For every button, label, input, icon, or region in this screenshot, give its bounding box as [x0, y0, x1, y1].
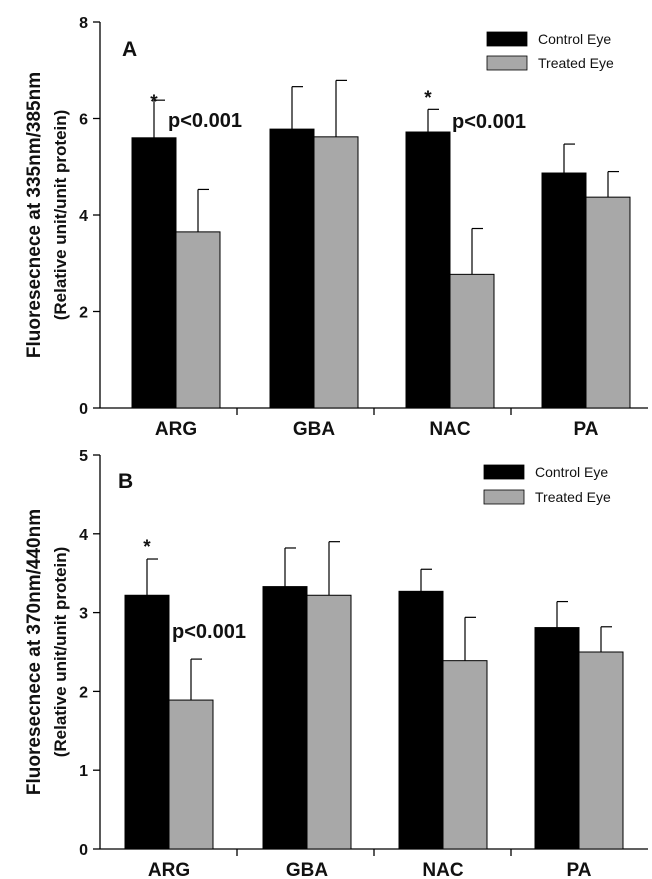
bar: [124, 594, 170, 850]
bar: [449, 273, 495, 409]
y-tick-label: 2: [79, 305, 88, 322]
bar: [442, 660, 488, 850]
legend-label: Treated Eye: [535, 489, 611, 505]
y-axis-label-units: (Relative unit/unit protein): [51, 547, 70, 758]
significance-star: *: [150, 92, 158, 113]
bar: [168, 699, 214, 850]
y-tick-label: 5: [79, 448, 88, 465]
legend-swatch: [483, 464, 525, 480]
y-tick-label: 4: [79, 208, 88, 225]
bar: [405, 131, 451, 409]
panel-letter: A: [122, 38, 137, 61]
x-tick-label: GBA: [286, 860, 329, 879]
p-value-annotation: p<0.001: [168, 110, 242, 132]
x-tick-label: PA: [567, 860, 592, 879]
x-tick-label: NAC: [422, 860, 463, 879]
panel-letter: B: [118, 470, 133, 493]
y-tick-label: 3: [79, 606, 88, 623]
p-value-annotation: p<0.001: [172, 621, 246, 643]
y-tick-label: 4: [79, 527, 88, 544]
x-tick-label: NAC: [429, 419, 470, 440]
x-tick-label: ARG: [148, 860, 190, 879]
bar: [541, 172, 587, 409]
y-tick-label: 6: [79, 112, 88, 129]
significance-star: *: [143, 537, 151, 558]
x-tick-label: GBA: [293, 419, 336, 440]
bar: [578, 651, 624, 850]
significance-star: *: [424, 88, 432, 109]
y-axis-label: Fluoresecnece at 335nm/385nm: [24, 72, 45, 358]
bar: [398, 590, 444, 850]
bar: [175, 231, 221, 409]
bar: [306, 594, 352, 850]
y-axis-label-units: (Relative unit/unit protein): [51, 110, 70, 321]
legend-swatch: [483, 489, 525, 505]
y-tick-label: 2: [79, 684, 88, 701]
bar: [534, 627, 580, 850]
legend-label: Control Eye: [538, 31, 611, 47]
bar: [131, 137, 177, 409]
panel-b: 0 1 2 3 4 5 ARG GBA NAC PA B Control Eye Treated Eye…: [24, 448, 648, 879]
x-tick-label: PA: [574, 419, 599, 440]
legend-label: Control Eye: [535, 464, 608, 480]
legend-swatch: [486, 55, 528, 71]
y-tick-label: 8: [79, 15, 88, 32]
x-tick-label: ARG: [155, 419, 197, 440]
bar: [262, 586, 308, 850]
y-tick-label: 1: [79, 763, 88, 780]
y-tick-label: 0: [79, 401, 88, 418]
p-value-annotation: p<0.001: [452, 111, 526, 133]
y-tick-label: 0: [79, 842, 88, 859]
bar: [313, 136, 359, 409]
bar: [585, 196, 631, 409]
legend-label: Treated Eye: [538, 55, 614, 71]
y-axis-label: Fluoresecnece at 370nm/440nm: [24, 509, 45, 795]
legend-swatch: [486, 31, 528, 47]
panel-a: 0 2 4 6 8 ARG GBA NAC PA A Control Eye Treated Eye F…: [24, 15, 648, 440]
bar: [269, 128, 315, 409]
